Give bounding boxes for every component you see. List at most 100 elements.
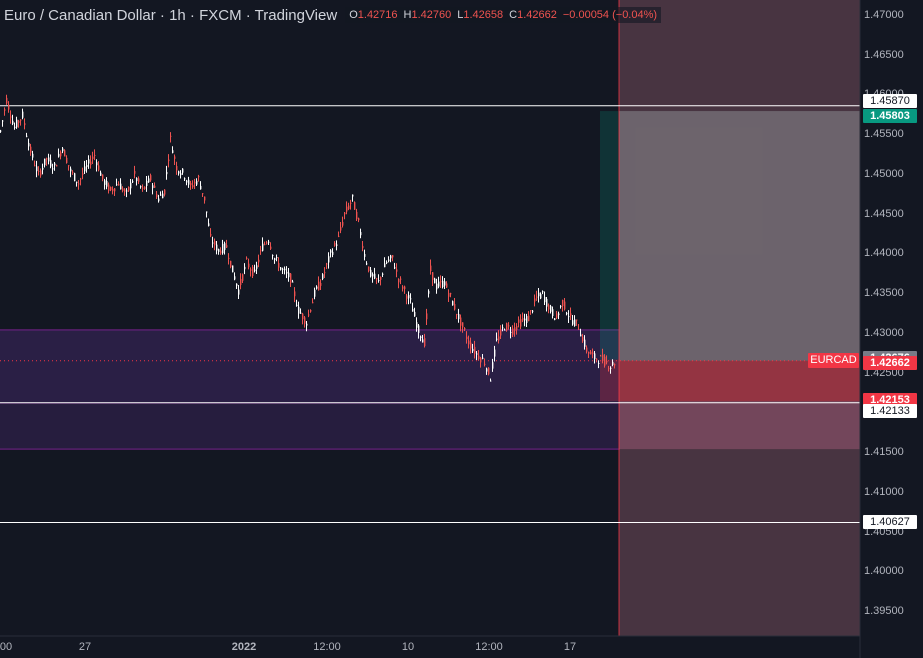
candle-body <box>352 194 354 197</box>
candle-body <box>264 244 266 246</box>
candle-body <box>328 256 330 263</box>
projection-lower <box>619 401 860 450</box>
candle-body <box>424 338 426 347</box>
candle-body <box>426 313 428 320</box>
candle-body <box>4 109 6 111</box>
candle-body <box>476 353 478 355</box>
candle-body <box>508 325 510 327</box>
x-tick-label: 2022 <box>231 641 257 653</box>
candle-body <box>452 301 454 306</box>
candle-body <box>460 317 462 326</box>
candle-body <box>298 306 300 314</box>
candle-body <box>456 313 458 315</box>
candle-body <box>206 211 208 213</box>
candle-body <box>220 250 222 254</box>
candle-body <box>118 183 120 186</box>
candle-body <box>140 186 142 188</box>
candle-body <box>578 328 580 330</box>
candle-body <box>554 318 556 321</box>
candle-body <box>552 309 554 316</box>
candle-body <box>36 166 38 172</box>
candle-body <box>428 290 430 294</box>
candle-body <box>594 353 596 360</box>
candle-body <box>198 176 200 178</box>
candle-body <box>106 180 108 187</box>
candle-body <box>494 349 496 357</box>
candle-body <box>300 312 302 314</box>
candle-body <box>540 294 542 299</box>
candle-body <box>394 267 396 269</box>
y-tick-label: 1.40000 <box>864 565 904 578</box>
candle-body <box>216 244 218 251</box>
candle-body <box>224 243 226 250</box>
candle-body <box>122 188 124 191</box>
candle-body <box>450 293 452 295</box>
ohlc-open: O1.42716 <box>349 9 398 21</box>
candle-body <box>570 313 572 316</box>
candle-body <box>98 165 100 171</box>
candle-body <box>402 286 404 289</box>
candle-body <box>192 185 194 188</box>
candle-body <box>16 119 18 128</box>
candle-body <box>52 168 54 170</box>
candle-body <box>398 278 400 283</box>
candle-body <box>322 274 324 279</box>
candle-body <box>518 319 520 323</box>
candle-body <box>2 120 4 122</box>
x-tick-label: 12:00 <box>313 641 341 653</box>
y-tick-label: 1.43000 <box>864 326 904 339</box>
position-profit-zone <box>600 111 620 360</box>
candle-body <box>302 313 304 320</box>
candle-body <box>260 250 262 252</box>
candle-body <box>576 319 578 321</box>
candle-body <box>614 364 616 366</box>
candle-body <box>66 157 68 163</box>
candle-body <box>502 327 504 329</box>
candle-body <box>542 291 544 293</box>
symbol-title[interactable]: Euro / Canadian Dollar · 1h · FXCM · Tra… <box>4 6 338 24</box>
candle-body <box>412 308 414 312</box>
candle-body <box>470 342 472 349</box>
candle-body <box>188 179 190 185</box>
candle-body <box>480 357 482 363</box>
candle-body <box>524 318 526 321</box>
candle-body <box>422 339 424 343</box>
candle-body <box>348 205 350 210</box>
candle-body <box>78 183 80 185</box>
candle-body <box>48 157 50 162</box>
candle-body <box>458 314 460 320</box>
candle-body <box>268 241 270 243</box>
candle-body <box>366 263 368 265</box>
candle-body <box>136 178 138 182</box>
candle-body <box>110 187 112 191</box>
y-tick-label: 1.45500 <box>864 128 904 141</box>
candle-body <box>228 257 230 260</box>
candle-body <box>150 175 152 181</box>
candle-body <box>288 272 290 278</box>
candle-body <box>120 183 122 190</box>
candle-body <box>108 184 110 191</box>
price-label: 1.45803 <box>863 109 917 124</box>
candle-body <box>190 183 192 186</box>
candle-body <box>112 188 114 192</box>
candle-body <box>304 317 306 324</box>
candle-body <box>182 168 184 173</box>
price-label: 1.42133 <box>863 403 917 418</box>
candle-body <box>432 272 434 281</box>
y-tick-label: 1.46500 <box>864 48 904 61</box>
candle-body <box>90 161 92 166</box>
zone-1 <box>0 403 620 450</box>
candle-body <box>330 250 332 253</box>
candle-body <box>296 304 298 306</box>
candle-body <box>76 181 78 183</box>
candle-body <box>204 196 206 201</box>
candle-body <box>430 265 432 271</box>
projection-profit <box>619 111 860 361</box>
candle-body <box>170 135 172 137</box>
candle-body <box>30 146 32 153</box>
candle-body <box>8 104 10 110</box>
candle-body <box>38 170 40 172</box>
candle-body <box>292 281 294 283</box>
